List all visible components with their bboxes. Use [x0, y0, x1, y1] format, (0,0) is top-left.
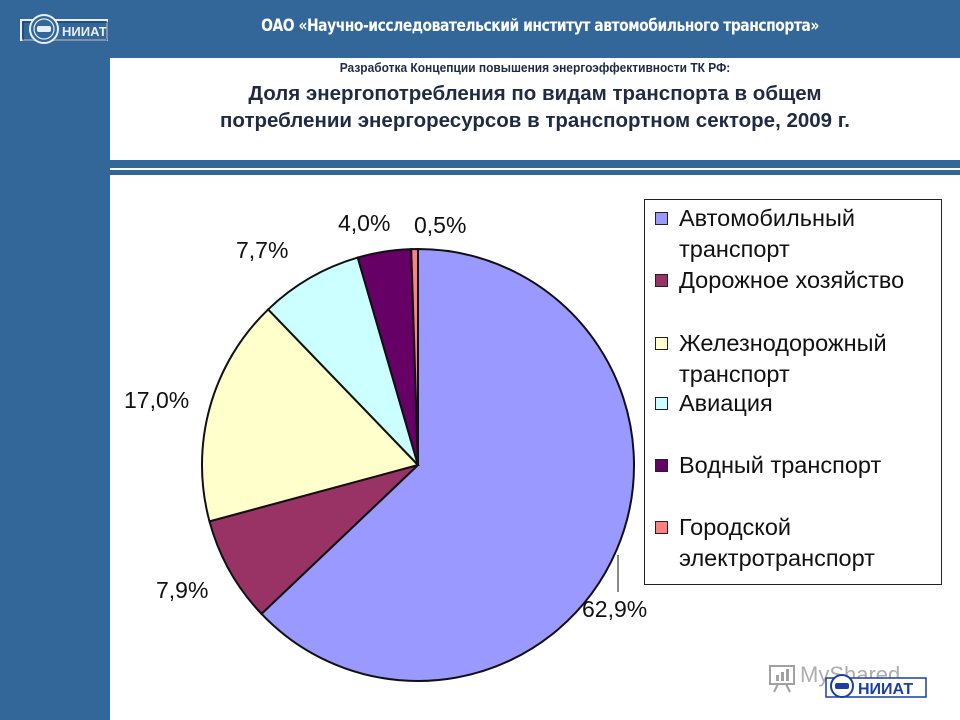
label-aviation: 7,7% [236, 237, 289, 263]
legend-item-aviation: Авиация [655, 388, 773, 419]
label-rail: 17,0% [124, 387, 190, 413]
legend-item-automobile: Автомобильный транспорт [655, 203, 855, 265]
legend-swatch [655, 397, 668, 410]
label-water: 4,0% [338, 210, 391, 236]
presentation-icon [769, 665, 795, 693]
header-bar: НИИАТ ОАО «Научно-исследовательский инст… [0, 0, 960, 58]
organization-title: ОАО «Научно-исследовательский институт а… [261, 16, 819, 36]
divider-gap [110, 168, 960, 170]
slice-road [208, 464, 419, 616]
legend-swatch [655, 337, 668, 350]
legend-swatch [655, 459, 668, 472]
legend-item-water: Водный транспорт [655, 450, 881, 481]
slice-aviation [266, 256, 419, 466]
svg-text:НИИАТ: НИИАТ [858, 681, 913, 698]
title-panel: Разработка Концепции повышения энергоэфф… [110, 58, 960, 160]
slice-automobile [260, 247, 635, 682]
niiat-logo-icon: НИИАТ [20, 14, 108, 44]
legend-item-rail: Железнодорожный транспорт [655, 328, 887, 390]
label-automobile: 62,9% [582, 596, 648, 622]
slide-title-line2: потреблении энергоресурсов в транспортно… [220, 109, 850, 132]
label-electric: 0,5% [414, 212, 467, 238]
legend-item-road: Дорожное хозяйство [655, 265, 904, 296]
pie-chart [201, 247, 635, 682]
legend-swatch [655, 212, 668, 225]
legend-swatch [655, 274, 668, 287]
left-sidebar [0, 58, 110, 720]
slice-rail [201, 307, 420, 523]
svg-text:НИИАТ: НИИАТ [62, 24, 107, 39]
divider-band-thin [110, 170, 960, 175]
legend-item-electric: Городской электротранспорт [655, 512, 875, 574]
divider-band [110, 160, 960, 168]
watermark: MyShared НИИАТ [769, 662, 927, 698]
legend-swatch [655, 521, 668, 534]
leader-line [617, 555, 619, 592]
slice-electric [410, 247, 419, 466]
chart-area: 62,9% 7,9% 17,0% 7,7% 4,0% 0,5% Автомоби… [110, 175, 960, 720]
slide-title-line1: Доля энергопотребления по видам транспор… [248, 82, 822, 105]
slide-title: Доля энергопотребления по видам транспор… [110, 80, 960, 134]
slide-subtitle: Разработка Концепции повышения энергоэфф… [339, 60, 731, 75]
chart-legend: Автомобильный транспорт Дорожное хозяйст… [644, 199, 942, 585]
label-road: 7,9% [156, 577, 209, 603]
